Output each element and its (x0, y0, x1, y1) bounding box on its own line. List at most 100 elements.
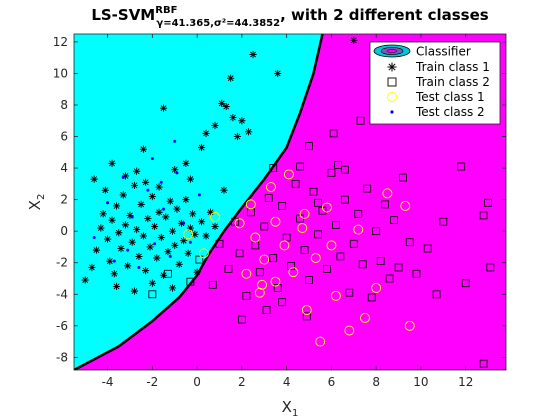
legend-label-test-class-2: Test class 2 (415, 105, 485, 119)
train-class-1-point (211, 222, 219, 231)
test-class-1-point (404, 320, 415, 331)
train-class-1-point (159, 271, 168, 279)
train-class-1-point (135, 252, 143, 261)
train-class-1-point (81, 276, 89, 284)
train-class-2-point (242, 291, 251, 300)
test-class-2-point (150, 157, 154, 161)
test-class-2-point (106, 201, 110, 205)
train-class-1-point (162, 213, 170, 221)
test-class-1-point (297, 223, 308, 233)
train-class-1-point (180, 237, 188, 245)
train-class-2-point (224, 265, 233, 273)
train-class-2-point (235, 249, 244, 258)
test-class-1-point (270, 276, 281, 287)
train-class-1-point (222, 102, 230, 111)
train-class-1-point (157, 233, 165, 242)
test-class-2-point (159, 180, 163, 184)
legend-entry-test-class-1: Test class 1 (387, 90, 485, 104)
title-suffix: , with 2 different classes (280, 6, 489, 24)
train-class-1-point (108, 216, 116, 224)
train-class-1-point (155, 183, 163, 191)
legend-label-classifier: Classifier (416, 45, 471, 59)
test-class-1-point (257, 279, 267, 290)
train-class-1-point (206, 208, 215, 216)
train-class-2-point (349, 239, 358, 248)
legend-classifier-icon-core (386, 49, 398, 53)
train-class-1-point (159, 104, 168, 112)
train-class-1-point (220, 186, 228, 194)
train-class-2-point (262, 306, 271, 314)
train-class-2-point (484, 198, 492, 207)
train-class-1-point (191, 230, 199, 238)
test-class-1-point (371, 283, 382, 293)
train-class-2-point (291, 179, 300, 188)
train-class-1-point (139, 232, 147, 240)
test-class-2-point (162, 207, 166, 211)
train-class-1-point (90, 175, 98, 183)
train-class-2-point (278, 298, 287, 307)
train-class-2-point (269, 254, 278, 262)
train-class-1-point (153, 254, 161, 262)
train-class-2-point (215, 239, 224, 248)
train-class-1-point (121, 221, 130, 229)
train-class-2-point (327, 168, 336, 177)
train-class-1-point (101, 186, 109, 194)
train-class-1-point (92, 246, 100, 254)
train-class-1-point (112, 282, 121, 290)
train-class-1-point (168, 227, 177, 235)
y-axis-label: X2 (26, 194, 47, 211)
train-class-2-point (305, 276, 313, 284)
legend-entry-classifier: Classifier (373, 45, 471, 59)
test-class-1-point (266, 182, 276, 192)
train-class-1-point (142, 178, 150, 186)
train-class-2-point (479, 211, 488, 220)
train-class-2-point (208, 280, 217, 289)
y-tick-label: 6 (60, 130, 68, 144)
x-tick-label: 0 (193, 375, 201, 389)
legend-label-train-class-1: Train class 1 (415, 60, 490, 74)
y-tick-label: 0 (60, 224, 68, 238)
train-class-2-point (461, 279, 470, 288)
train-class-2-point (479, 359, 488, 368)
train-class-2-point (164, 269, 172, 278)
x-axis-label: X1 (282, 398, 299, 419)
train-class-2-point (399, 173, 407, 182)
test-class-1-point (198, 248, 209, 259)
train-class-1-point (103, 235, 112, 243)
test-class-1-point (321, 202, 332, 213)
train-class-2-point (385, 274, 394, 283)
train-class-1-point (130, 181, 139, 190)
train-class-2-point (334, 161, 343, 169)
train-class-2-point (331, 220, 340, 229)
train-class-2-point (356, 116, 365, 125)
legend-entry-train-class-1: Train class 1 (387, 60, 490, 74)
train-class-1-point (121, 172, 130, 180)
train-class-1-point (148, 192, 156, 201)
train-class-2-point (439, 217, 448, 226)
legend: Classifier Train class 1 Train class 2 T… (369, 41, 501, 125)
train-class-1-point (171, 166, 179, 174)
test-class-2-point (168, 254, 172, 258)
train-class-2-point (186, 277, 195, 286)
test-class-1-point (254, 287, 265, 298)
y-tick-label: -6 (56, 319, 68, 333)
train-class-2-point (345, 288, 354, 297)
train-class-1-point (249, 50, 257, 59)
train-class-1-point (88, 263, 96, 272)
train-class-2-point (237, 315, 246, 324)
train-class-1-point (108, 159, 116, 167)
train-class-1-point (106, 257, 114, 265)
y-tick-label: 10 (53, 66, 68, 80)
train-class-1-point (139, 145, 147, 153)
legend-entry-test-class-2: Test class 2 (390, 105, 485, 119)
test-class-2-point (112, 259, 116, 263)
legend-asterisk-icon (387, 62, 397, 72)
test-class-2-point (173, 139, 177, 143)
test-class-1-point (315, 336, 326, 347)
x-tick-label: 10 (413, 375, 428, 389)
train-class-1-point (119, 191, 127, 199)
train-class-1-point (197, 218, 206, 226)
train-class-2-point (255, 268, 264, 277)
train-class-2-point (305, 142, 313, 150)
